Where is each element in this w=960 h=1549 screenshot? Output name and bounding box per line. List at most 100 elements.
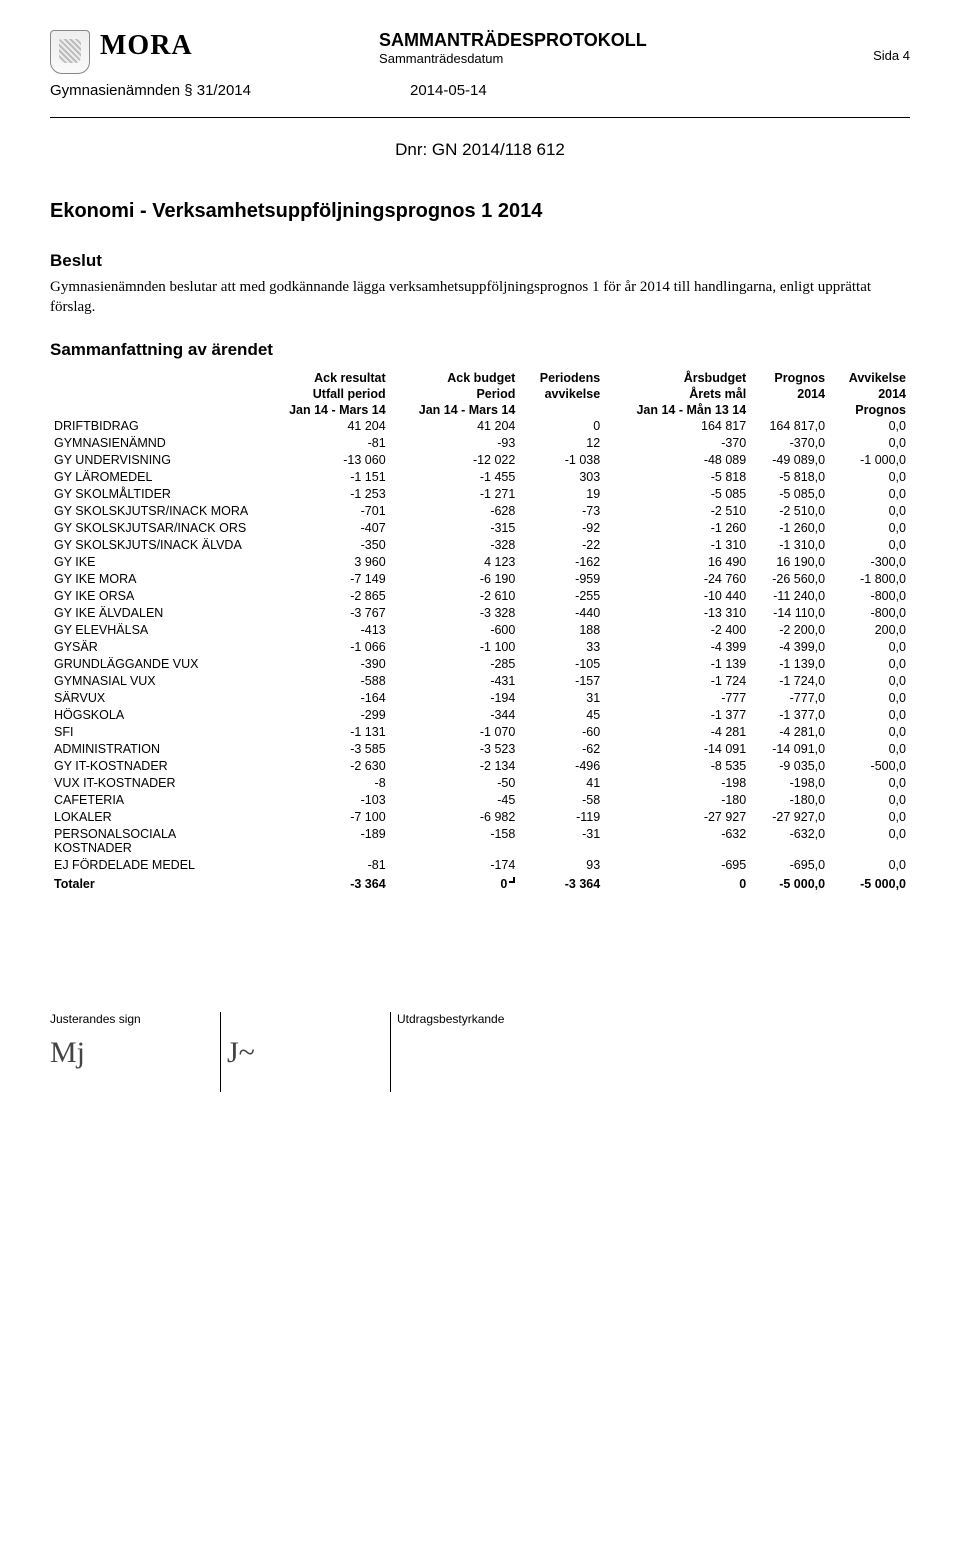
row-label: SÄRVUX <box>50 690 260 707</box>
row-label: DRIFTBIDRAG <box>50 418 260 435</box>
table-body: DRIFTBIDRAG41 20441 2040164 817164 817,0… <box>50 418 910 893</box>
table-row: GYMNASIAL VUX-588-431-157-1 724-1 724,00… <box>50 673 910 690</box>
cell: -92 <box>519 520 604 537</box>
cell: -2 400 <box>604 622 750 639</box>
table-row: GRUNDLÄGGANDE VUX-390-285-105-1 139-1 13… <box>50 656 910 673</box>
footer-left: Justerandes sign Mj <box>50 1012 220 1092</box>
cell: -24 760 <box>604 571 750 588</box>
cell: -31 <box>519 826 604 857</box>
col-ack-budget: Ack budget <box>390 370 520 386</box>
cell: -10 440 <box>604 588 750 605</box>
col-range-1: Jan 14 - Mars 14 <box>260 402 390 418</box>
cell: -1 455 <box>390 469 520 486</box>
cell: -7 149 <box>260 571 390 588</box>
table-row: SFI-1 131-1 070-60-4 281-4 281,00,0 <box>50 724 910 741</box>
cell: 0,0 <box>829 435 910 452</box>
table-row: VUX IT-KOSTNADER-8-5041-198-198,00,0 <box>50 775 910 792</box>
footer-sig-2: J~ <box>220 1012 390 1092</box>
signature-2: J~ <box>227 1026 370 1068</box>
total-cell: -5 000,0 <box>829 874 910 893</box>
cell: -49 089,0 <box>750 452 829 469</box>
cell: -5 818,0 <box>750 469 829 486</box>
cell: -315 <box>390 520 520 537</box>
cell: -11 240,0 <box>750 588 829 605</box>
cell: 0,0 <box>829 741 910 758</box>
cell: -1 260 <box>604 520 750 537</box>
footer-right-label: Utdragsbestyrkande <box>397 1012 890 1026</box>
cell: 303 <box>519 469 604 486</box>
cell: -27 927 <box>604 809 750 826</box>
cell: -695,0 <box>750 857 829 874</box>
table-row: GY SKOLMÅLTIDER-1 253-1 27119-5 085-5 08… <box>50 486 910 503</box>
cell: -6 190 <box>390 571 520 588</box>
table-row: DRIFTBIDRAG41 20441 2040164 817164 817,0… <box>50 418 910 435</box>
row-label: GY IKE ORSA <box>50 588 260 605</box>
total-label: Totaler <box>50 874 260 893</box>
total-cell: -3 364 <box>519 874 604 893</box>
col-ack-resultat: Ack resultat <box>260 370 390 386</box>
cell: -27 927,0 <box>750 809 829 826</box>
page-title: Ekonomi - Verksamhetsuppföljningsprognos… <box>50 200 910 223</box>
cell: 3 960 <box>260 554 390 571</box>
cell: -370 <box>604 435 750 452</box>
cell: 0,0 <box>829 656 910 673</box>
cell: -14 091,0 <box>750 741 829 758</box>
col-sub-2: Period <box>390 386 520 402</box>
cell: 164 817,0 <box>750 418 829 435</box>
cell: -14 091 <box>604 741 750 758</box>
cell: -350 <box>260 537 390 554</box>
cell: -180,0 <box>750 792 829 809</box>
decision-text: Gymnasienämnden beslutar att med godkänn… <box>50 277 910 318</box>
cell: -328 <box>390 537 520 554</box>
cell: -12 022 <box>390 452 520 469</box>
cell: -5 085 <box>604 486 750 503</box>
cell: 0,0 <box>829 826 910 857</box>
footer: Justerandes sign Mj J~ Utdragsbestyrkand… <box>50 1012 910 1092</box>
cell: 0,0 <box>829 724 910 741</box>
cell: -7 100 <box>260 809 390 826</box>
doc-type: SAMMANTRÄDESPROTOKOLL <box>379 30 647 51</box>
cell: 16 490 <box>604 554 750 571</box>
col-avvikelse: Avvikelse <box>829 370 910 386</box>
cell: -180 <box>604 792 750 809</box>
header-row-2: Gymnasienämnden § 31/2014 2014-05-14 <box>50 82 910 99</box>
table-row: CAFETERIA-103-45-58-180-180,00,0 <box>50 792 910 809</box>
cell: -370,0 <box>750 435 829 452</box>
footnote-mark-icon <box>509 877 515 883</box>
cell: -9 035,0 <box>750 758 829 775</box>
table-total-row: Totaler-3 3640-3 3640-5 000,0-5 000,0 <box>50 874 910 893</box>
cell: -1 724 <box>604 673 750 690</box>
cell: -701 <box>260 503 390 520</box>
table-row: GYMNASIENÄMND-81-9312-370-370,00,0 <box>50 435 910 452</box>
cell: -800,0 <box>829 605 910 622</box>
cell: -1 139,0 <box>750 656 829 673</box>
row-label: PERSONALSOCIALA KOSTNADER <box>50 826 260 857</box>
cell: -81 <box>260 857 390 874</box>
table-row: GY IKE ORSA-2 865-2 610-255-10 440-11 24… <box>50 588 910 605</box>
cell: -58 <box>519 792 604 809</box>
row-label: GYMNASIENÄMND <box>50 435 260 452</box>
cell: -632 <box>604 826 750 857</box>
cell: -255 <box>519 588 604 605</box>
page: MORA SAMMANTRÄDESPROTOKOLL Sammanträdesd… <box>0 0 960 1132</box>
row-label: LOKALER <box>50 809 260 826</box>
cell: -4 281,0 <box>750 724 829 741</box>
table-row: GY IT-KOSTNADER-2 630-2 134-496-8 535-9 … <box>50 758 910 775</box>
cell: -285 <box>390 656 520 673</box>
divider <box>50 117 910 118</box>
cell: -162 <box>519 554 604 571</box>
cell: -174 <box>390 857 520 874</box>
finance-table: Ack resultat Ack budget Periodens Årsbud… <box>50 370 910 893</box>
cell: -45 <box>390 792 520 809</box>
table-row: HÖGSKOLA-299-34445-1 377-1 377,00,0 <box>50 707 910 724</box>
row-label: EJ FÖRDELADE MEDEL <box>50 857 260 874</box>
row-label: GRUNDLÄGGANDE VUX <box>50 656 260 673</box>
table-row: PERSONALSOCIALA KOSTNADER-189-158-31-632… <box>50 826 910 857</box>
cell: -300,0 <box>829 554 910 571</box>
cell: -62 <box>519 741 604 758</box>
table-row: GY IKE ÄLVDALEN-3 767-3 328-440-13 310-1… <box>50 605 910 622</box>
cell: -48 089 <box>604 452 750 469</box>
row-label: GY ELEVHÄLSA <box>50 622 260 639</box>
signature-1: Mj <box>50 1026 200 1068</box>
cell: 0,0 <box>829 775 910 792</box>
